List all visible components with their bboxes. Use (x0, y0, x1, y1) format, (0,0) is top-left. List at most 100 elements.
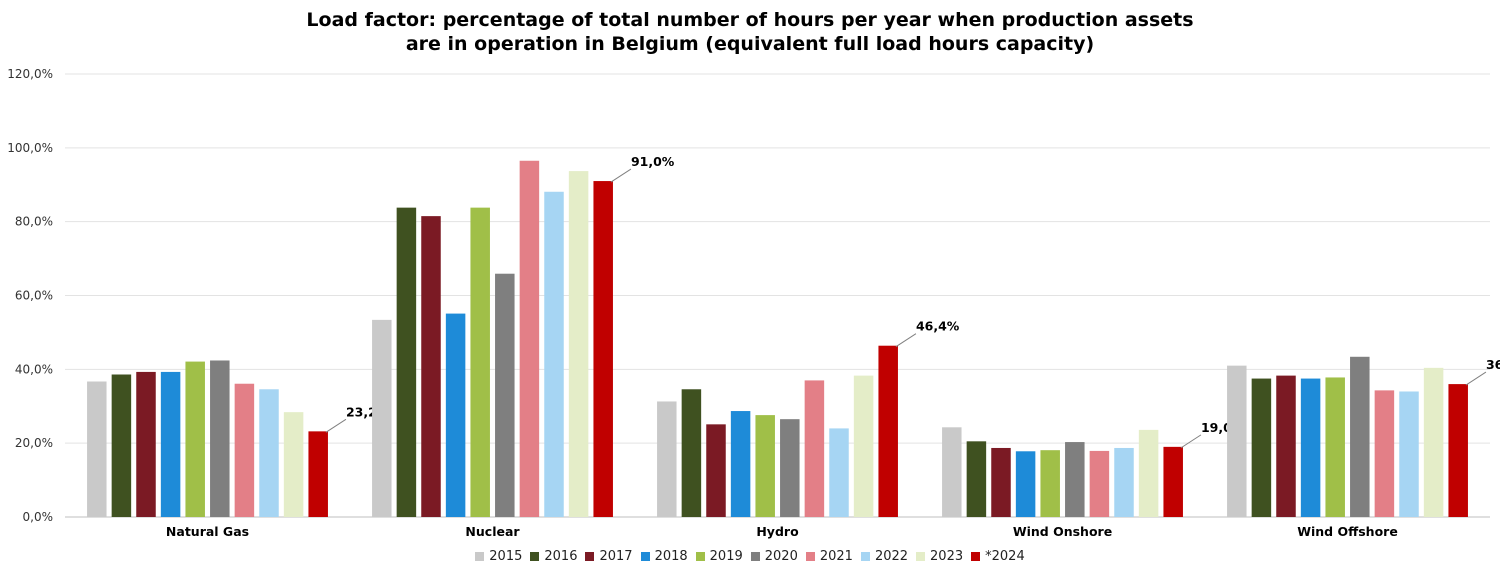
data-label-leader (610, 168, 632, 183)
bar (234, 383, 255, 517)
bar (87, 381, 107, 517)
bar (1015, 451, 1036, 517)
bar (372, 319, 392, 517)
data-label-leader (1180, 434, 1202, 449)
bar (185, 361, 205, 517)
legend-item: 2020 (750, 549, 798, 564)
legend-label: 2023 (930, 549, 964, 564)
legend-label: 2018 (654, 549, 688, 564)
bar (259, 389, 279, 517)
legend-swatch (640, 552, 650, 561)
legend-item: 2015 (475, 549, 522, 564)
y-tick-label: 80,0% (15, 215, 53, 229)
chart-title: Load factor: percentage of total number … (0, 8, 1500, 56)
chart-title-line-2: are in operation in Belgium (equivalent … (405, 33, 1095, 55)
legend-label: 2021 (819, 549, 853, 564)
bar (519, 160, 540, 518)
bar (1114, 447, 1134, 517)
bar (308, 431, 328, 517)
legend-item: 2021 (805, 549, 853, 564)
bar (210, 360, 230, 517)
legend-swatch (530, 552, 540, 561)
y-tick-label: 0,0% (23, 510, 54, 524)
data-label-leader (325, 418, 347, 433)
legend-item: 2018 (640, 549, 688, 564)
bar (853, 375, 874, 517)
x-tick-label: Wind Offshore (1297, 524, 1398, 539)
bar (829, 428, 849, 517)
data-label: 91,0% (631, 154, 675, 169)
bar (780, 419, 800, 517)
legend-swatch (971, 552, 981, 561)
bar (1423, 367, 1444, 517)
bar (1089, 450, 1110, 517)
bar (878, 345, 898, 517)
y-tick-label: 120,0% (7, 67, 53, 81)
bar (1227, 365, 1247, 517)
bar (1350, 356, 1370, 517)
bar (1251, 378, 1272, 517)
bar (1374, 390, 1395, 517)
legend-swatch (695, 552, 705, 561)
y-tick-label: 40,0% (15, 362, 53, 376)
legend-swatch (750, 552, 760, 561)
bar (445, 313, 466, 517)
legend-label: 2015 (489, 549, 523, 564)
bar (991, 447, 1011, 517)
legend-item: 2022 (860, 549, 909, 564)
bar (942, 427, 962, 517)
bar (1065, 442, 1085, 517)
chart-legend: 2015 2016 2017 2018 2019 2020 2021 2022 2023 *202… (0, 549, 1500, 564)
y-tick-label: 20,0% (15, 436, 53, 450)
legend-label: 2019 (709, 549, 743, 564)
legend-swatch (916, 552, 926, 561)
bar (568, 171, 589, 518)
legend-label: 2016 (544, 549, 578, 564)
bar (283, 412, 304, 517)
bar (730, 411, 751, 517)
legend-swatch (860, 552, 870, 561)
legend-item: 2016 (530, 549, 577, 564)
bar (1448, 384, 1468, 517)
bar (160, 371, 181, 517)
bar (111, 374, 132, 517)
legend-swatch (805, 552, 815, 561)
legend-label: *2024 (985, 549, 1025, 564)
bar (495, 273, 515, 517)
data-label: 36,0% (1486, 357, 1500, 372)
bar (1300, 378, 1321, 517)
data-label-leader (895, 333, 917, 348)
data-label: 46,4% (916, 319, 960, 334)
bar (1163, 446, 1183, 517)
legend-swatch (475, 552, 485, 561)
bar (1138, 429, 1159, 517)
x-tick-label: Hydro (756, 524, 799, 539)
bar (706, 424, 726, 517)
bar (544, 191, 564, 517)
bar (136, 371, 156, 517)
bar (681, 389, 702, 517)
legend-label: 2017 (599, 549, 633, 564)
bar (421, 216, 441, 518)
legend-item: 2017 (585, 549, 633, 564)
legend-swatch (585, 552, 595, 561)
y-tick-label: 100,0% (7, 141, 53, 155)
bar (1040, 450, 1060, 517)
legend-item: 2019 (695, 549, 743, 564)
bar (966, 441, 987, 517)
bar (804, 380, 825, 517)
legend-label: 2020 (764, 549, 798, 564)
bar (593, 181, 613, 517)
bar (396, 207, 417, 517)
data-label-leader (1465, 371, 1487, 386)
x-tick-label: Nuclear (465, 524, 520, 539)
y-tick-label: 60,0% (15, 289, 53, 303)
bar (1399, 391, 1419, 517)
legend-label: 2022 (874, 549, 909, 564)
bar (1276, 375, 1296, 517)
x-tick-label: Natural Gas (166, 524, 249, 539)
bar (657, 401, 677, 517)
legend-item: *2024 (971, 549, 1025, 564)
x-tick-label: Wind Onshore (1013, 524, 1112, 539)
chart-title-line-1: Load factor: percentage of total number … (306, 9, 1194, 31)
